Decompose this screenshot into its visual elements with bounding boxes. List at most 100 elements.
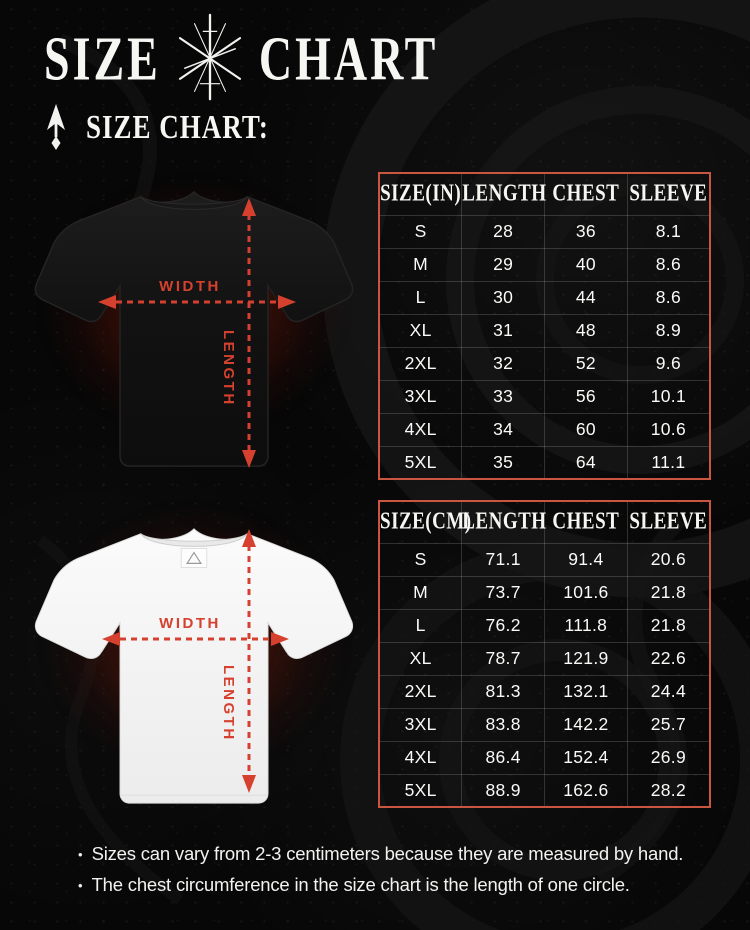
table-cell: XL bbox=[378, 313, 463, 348]
table-cell: 44 bbox=[544, 280, 628, 315]
table-cell: 35 bbox=[461, 445, 545, 480]
table-cell: XL bbox=[378, 641, 463, 676]
table-row: 3XL 83.8 142.2 25.7 bbox=[378, 707, 711, 742]
table-row: 2XL 32 52 9.6 bbox=[378, 346, 711, 381]
table-row: 3XL 33 56 10.1 bbox=[378, 379, 711, 414]
column-header: LENGTH bbox=[461, 172, 546, 216]
table-cell: S bbox=[378, 542, 463, 577]
table-cell: 24.4 bbox=[626, 674, 711, 709]
table-row: L 76.2 111.8 21.8 bbox=[378, 608, 711, 643]
table-cell: 101.6 bbox=[544, 575, 628, 610]
table-row: 4XL 86.4 152.4 26.9 bbox=[378, 740, 711, 775]
size-table-inches: SIZE(IN) LENGTH CHEST SLEEVE S 28 36 8.1 M 29 40 8… bbox=[378, 172, 711, 480]
table-cell: 2XL bbox=[378, 674, 463, 709]
measurement-arrows bbox=[98, 198, 296, 468]
neck-label bbox=[180, 548, 208, 568]
table-row: S 71.1 91.4 20.6 bbox=[378, 542, 711, 577]
table-cell: 4XL bbox=[378, 740, 463, 775]
table-cell: 60 bbox=[544, 412, 628, 447]
title-word-size: SIZE bbox=[44, 23, 161, 93]
section-heading: SIZE CHART: bbox=[42, 102, 269, 152]
note-line: • The chest circumference in the size ch… bbox=[78, 874, 683, 896]
table-cell: 162.6 bbox=[544, 773, 628, 808]
table-cell: 91.4 bbox=[544, 542, 628, 577]
column-header: SLEEVE bbox=[626, 500, 711, 544]
table-cell: 71.1 bbox=[461, 542, 545, 577]
table-cell: 36 bbox=[544, 214, 628, 249]
table-cell: 132.1 bbox=[544, 674, 628, 709]
table-row: XL 31 48 8.9 bbox=[378, 313, 711, 348]
table-cell: L bbox=[378, 608, 463, 643]
table-cell: 4XL bbox=[378, 412, 463, 447]
table-cell: M bbox=[378, 575, 463, 610]
note-text: Sizes can vary from 2-3 centimeters beca… bbox=[91, 843, 684, 864]
width-label: WIDTH bbox=[159, 278, 221, 295]
table-cell: 2XL bbox=[378, 346, 463, 381]
footer-notes: • Sizes can vary from 2-3 centimeters be… bbox=[78, 843, 683, 905]
table-cell: 152.4 bbox=[544, 740, 628, 775]
column-header: SIZE(CM) bbox=[378, 500, 471, 544]
note-text: The chest circumference in the size char… bbox=[91, 874, 630, 895]
table-row: 5XL 35 64 11.1 bbox=[378, 445, 711, 480]
table-cell: 3XL bbox=[378, 379, 463, 414]
table-cell: 76.2 bbox=[461, 608, 545, 643]
table-row: 5XL 88.9 162.6 28.2 bbox=[378, 773, 711, 808]
table-cell: 3XL bbox=[378, 707, 463, 742]
title-word-chart: CHART bbox=[258, 23, 439, 93]
table-cell: 88.9 bbox=[461, 773, 545, 808]
table-cell: 28.2 bbox=[626, 773, 711, 808]
table-cell: 22.6 bbox=[626, 641, 711, 676]
table-row: S 28 36 8.1 bbox=[378, 214, 711, 249]
column-header: CHEST bbox=[544, 500, 628, 544]
header-row: SIZE(CM) LENGTH CHEST SLEEVE bbox=[378, 500, 711, 544]
table-cell: 78.7 bbox=[461, 641, 545, 676]
table-cell: 31 bbox=[461, 313, 545, 348]
section-heading-label: SIZE CHART: bbox=[86, 107, 269, 146]
table-cell: 25.7 bbox=[626, 707, 711, 742]
column-header: SIZE(IN) bbox=[378, 172, 463, 216]
sigil-star-icon bbox=[178, 13, 241, 101]
note-line: • Sizes can vary from 2-3 centimeters be… bbox=[78, 843, 683, 865]
length-label: LENGTH bbox=[220, 330, 237, 407]
table-cell: M bbox=[378, 247, 463, 282]
length-label: LENGTH bbox=[220, 665, 237, 742]
column-header: CHEST bbox=[544, 172, 628, 216]
table-cell: 8.1 bbox=[626, 214, 711, 249]
table-row: 2XL 81.3 132.1 24.4 bbox=[378, 674, 711, 709]
white-tshirt-diagram: WIDTH LENGTH bbox=[0, 477, 388, 847]
table-cell: 73.7 bbox=[461, 575, 545, 610]
table-cell: 56 bbox=[544, 379, 628, 414]
table-cell: 40 bbox=[544, 247, 628, 282]
bullet: • bbox=[78, 878, 83, 893]
table-row: L 30 44 8.6 bbox=[378, 280, 711, 315]
table-cell: 21.8 bbox=[626, 608, 711, 643]
table-cell: 11.1 bbox=[626, 445, 711, 480]
table-cell: 30 bbox=[461, 280, 545, 315]
table-cell: 142.2 bbox=[544, 707, 628, 742]
table-cell: 8.6 bbox=[626, 280, 711, 315]
table-cell: 28 bbox=[461, 214, 545, 249]
table-cell: 10.1 bbox=[626, 379, 711, 414]
table-cell: 34 bbox=[461, 412, 545, 447]
table-cell: 8.6 bbox=[626, 247, 711, 282]
page-title: SIZE CHART bbox=[44, 13, 439, 102]
table-cell: 26.9 bbox=[626, 740, 711, 775]
table-cell: 20.6 bbox=[626, 542, 711, 577]
table-cell: 64 bbox=[544, 445, 628, 480]
table-cell: 121.9 bbox=[544, 641, 628, 676]
table-cell: 9.6 bbox=[626, 346, 711, 381]
table-cell: 29 bbox=[461, 247, 545, 282]
width-label: WIDTH bbox=[159, 615, 221, 632]
table-cell: 33 bbox=[461, 379, 545, 414]
table-cell: 111.8 bbox=[544, 608, 628, 643]
table-cell: 81.3 bbox=[461, 674, 545, 709]
table-row: 4XL 34 60 10.6 bbox=[378, 412, 711, 447]
header-row: SIZE(IN) LENGTH CHEST SLEEVE bbox=[378, 172, 711, 216]
table-cell: 52 bbox=[544, 346, 628, 381]
table-cell: 8.9 bbox=[626, 313, 711, 348]
bullet: • bbox=[78, 847, 83, 862]
table-cell: 5XL bbox=[378, 773, 463, 808]
table-cell: 21.8 bbox=[626, 575, 711, 610]
column-header: SLEEVE bbox=[626, 172, 711, 216]
